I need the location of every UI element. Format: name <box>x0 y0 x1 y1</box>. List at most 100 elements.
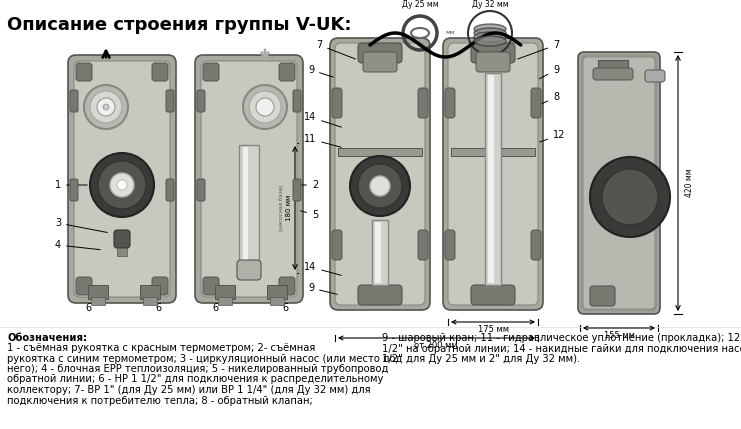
FancyBboxPatch shape <box>418 230 428 260</box>
Text: рукоятка с синим термометром; 3 - циркуляционный насос (или место под: рукоятка с синим термометром; 3 - циркул… <box>7 353 402 363</box>
FancyBboxPatch shape <box>237 260 261 280</box>
FancyBboxPatch shape <box>201 61 297 297</box>
Bar <box>270 297 284 305</box>
Bar <box>243 147 248 263</box>
FancyBboxPatch shape <box>358 43 402 63</box>
Text: 6: 6 <box>282 303 288 313</box>
Bar <box>598 60 628 75</box>
Text: от 200 мм: от 200 мм <box>414 341 458 350</box>
Circle shape <box>243 85 287 129</box>
FancyBboxPatch shape <box>70 90 78 112</box>
FancyBboxPatch shape <box>293 90 301 112</box>
Circle shape <box>90 91 122 123</box>
Circle shape <box>103 104 109 110</box>
Text: 2: 2 <box>296 180 318 190</box>
Bar <box>239 145 259 265</box>
Text: 175 мм: 175 мм <box>477 325 508 334</box>
FancyBboxPatch shape <box>330 38 430 310</box>
Text: 180 мм: 180 мм <box>286 195 292 221</box>
Circle shape <box>590 157 670 237</box>
Text: Ду 25 мм: Ду 25 мм <box>402 0 439 9</box>
FancyBboxPatch shape <box>203 277 219 295</box>
Bar <box>91 297 105 305</box>
FancyBboxPatch shape <box>152 277 168 295</box>
Text: 14: 14 <box>304 262 342 275</box>
FancyBboxPatch shape <box>471 43 515 63</box>
Text: 4: 4 <box>55 240 100 250</box>
FancyBboxPatch shape <box>197 90 205 112</box>
Circle shape <box>98 161 146 209</box>
FancyBboxPatch shape <box>531 230 541 260</box>
FancyBboxPatch shape <box>582 56 656 310</box>
Circle shape <box>370 176 390 196</box>
Ellipse shape <box>474 24 506 34</box>
Bar <box>218 297 232 305</box>
Text: него); 4 - блочная EPP теплоизоляция; 5 - никелированный трубопровод: него); 4 - блочная EPP теплоизоляция; 5 … <box>7 364 388 374</box>
Text: 9: 9 <box>539 65 559 79</box>
FancyBboxPatch shape <box>590 286 615 306</box>
Text: 9: 9 <box>308 65 333 77</box>
Bar <box>140 285 160 299</box>
FancyBboxPatch shape <box>593 68 633 80</box>
FancyBboxPatch shape <box>279 63 295 81</box>
FancyBboxPatch shape <box>363 52 397 72</box>
Text: коллектору; 7- ВР 1" (для Ду 25 мм) или ВР 1 1/4" (для Ду 32 мм) для: коллектору; 7- ВР 1" (для Ду 25 мм) или … <box>7 385 370 395</box>
FancyBboxPatch shape <box>358 285 402 305</box>
FancyBboxPatch shape <box>166 90 174 112</box>
Bar <box>451 148 535 156</box>
Bar <box>488 75 494 283</box>
Bar <box>215 285 235 299</box>
Circle shape <box>358 164 402 208</box>
FancyBboxPatch shape <box>70 179 78 201</box>
Circle shape <box>602 169 658 225</box>
Text: 1/2" на обратной линии; 14 - накидные гайки для подключения насоса (1: 1/2" на обратной линии; 14 - накидные га… <box>382 344 741 353</box>
FancyBboxPatch shape <box>335 43 425 305</box>
FancyBboxPatch shape <box>531 88 541 118</box>
Text: подключения к потребителю тепла; 8 - обратный клапан;: подключения к потребителю тепла; 8 - обр… <box>7 396 313 405</box>
FancyBboxPatch shape <box>583 57 655 309</box>
Circle shape <box>350 156 410 216</box>
FancyBboxPatch shape <box>166 179 174 201</box>
FancyBboxPatch shape <box>74 61 170 297</box>
Circle shape <box>90 153 154 217</box>
Bar <box>88 285 108 299</box>
Text: 8: 8 <box>539 92 559 105</box>
Bar <box>372 220 388 285</box>
FancyBboxPatch shape <box>332 88 342 118</box>
Text: 155 мм: 155 мм <box>604 331 634 340</box>
Bar <box>267 285 287 299</box>
Ellipse shape <box>474 36 506 46</box>
Text: 14: 14 <box>304 112 342 127</box>
Text: Ду 32 мм: Ду 32 мм <box>472 0 508 9</box>
Bar <box>375 222 381 283</box>
Text: 1 - съёмная рукоятка с красным термометром; 2- съёмная: 1 - съёмная рукоятка с красным термометр… <box>7 343 316 353</box>
Circle shape <box>97 98 115 116</box>
Circle shape <box>256 98 274 116</box>
Text: 5: 5 <box>301 210 318 220</box>
Text: 7: 7 <box>316 40 356 59</box>
Bar <box>485 73 501 285</box>
FancyBboxPatch shape <box>114 230 130 248</box>
Text: 9 - шаровый кран; 11 - гидравлическое уплотнение (прокладка); 12 - НГ 1: 9 - шаровый кран; 11 - гидравлическое уп… <box>382 333 741 343</box>
Text: 9: 9 <box>308 283 337 294</box>
FancyBboxPatch shape <box>645 70 665 82</box>
FancyBboxPatch shape <box>293 179 301 201</box>
Text: 7: 7 <box>518 40 559 59</box>
Text: Обозначения:: Обозначения: <box>7 333 87 343</box>
Circle shape <box>84 85 128 129</box>
FancyBboxPatch shape <box>76 63 92 81</box>
Text: 6: 6 <box>212 303 218 313</box>
FancyBboxPatch shape <box>76 277 92 295</box>
FancyBboxPatch shape <box>279 277 295 295</box>
Text: 6: 6 <box>85 303 91 313</box>
FancyBboxPatch shape <box>448 43 538 305</box>
Text: 11: 11 <box>304 134 342 147</box>
Bar <box>143 297 157 305</box>
FancyBboxPatch shape <box>203 63 219 81</box>
Text: 6: 6 <box>155 303 161 313</box>
FancyBboxPatch shape <box>152 63 168 81</box>
Text: (насосная база): (насосная база) <box>279 185 284 231</box>
FancyBboxPatch shape <box>578 52 660 314</box>
Circle shape <box>249 91 281 123</box>
Ellipse shape <box>474 32 506 42</box>
